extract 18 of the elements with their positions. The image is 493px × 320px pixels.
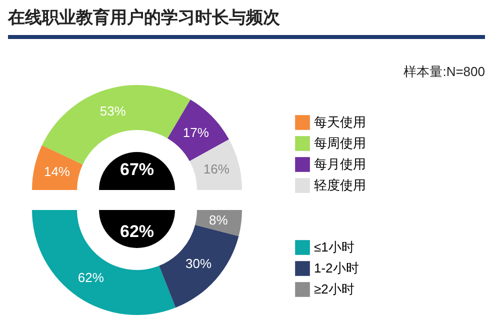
chart-title: 在线职业教育用户的学习时长与频次 (8, 6, 485, 39)
data-label: 14% (44, 164, 70, 180)
data-label: 62% (78, 270, 104, 285)
legend-label: 每天使用 (314, 114, 366, 130)
data-label: 16% (203, 162, 230, 177)
legend-label: 每月使用 (314, 156, 366, 172)
text: 62% (120, 222, 154, 241)
legend-label: ≤1小时 (314, 240, 354, 254)
text: 样本量:N=800 (404, 64, 485, 79)
legend-label: 每周使用 (314, 136, 366, 150)
text: 67% (120, 160, 154, 179)
legend-label: 轻度使用 (314, 178, 366, 192)
data-label: 17% (182, 124, 210, 140)
data-label: 8% (208, 212, 228, 228)
data-label: 53% (100, 104, 126, 119)
legend-label: ≥2小时 (314, 282, 354, 296)
legend-label: 1-2小时 (314, 260, 359, 276)
data-label: 30% (185, 256, 212, 272)
